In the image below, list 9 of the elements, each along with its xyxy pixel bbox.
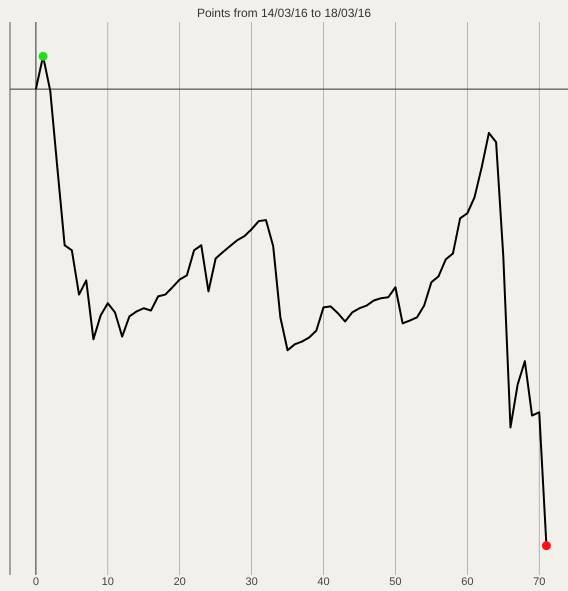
x-tick-label: 20 (174, 576, 186, 588)
x-tick-label: 50 (389, 576, 402, 588)
x-tick-label: 30 (245, 576, 258, 588)
chart-title: Points from 14/03/16 to 18/03/16 (196, 6, 372, 20)
x-tick-label: 70 (533, 576, 546, 588)
x-tick-label: 40 (317, 576, 330, 588)
x-tick-label: 60 (461, 576, 474, 588)
x-tick-label: 10 (102, 576, 114, 588)
x-tick-label: 0 (32, 576, 39, 588)
